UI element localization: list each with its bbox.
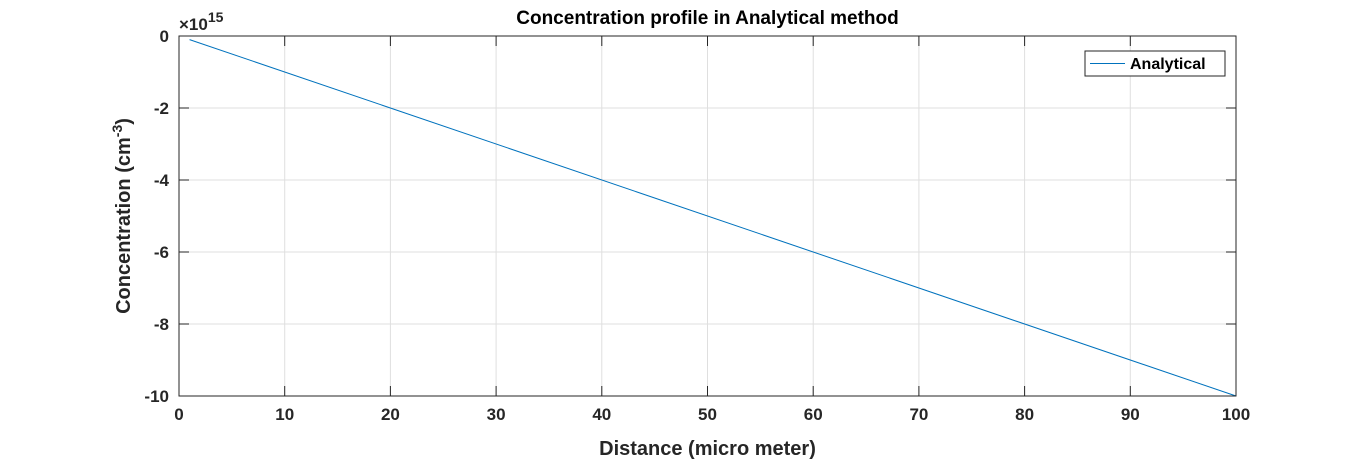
x-tick-label: 0 xyxy=(174,405,183,424)
series-line-analytical xyxy=(189,39,1237,397)
y-axis-label-close: ) xyxy=(113,118,135,125)
x-tick-label: 10 xyxy=(275,405,294,424)
y-tick-label: -10 xyxy=(144,387,169,406)
y-axis-exponent: ×1015 xyxy=(179,9,224,34)
y-axis-label-superscript: -3 xyxy=(109,125,125,138)
y-tick-label: -8 xyxy=(154,315,169,334)
x-axis-label: Distance (micro meter) xyxy=(599,438,816,460)
legend: Analytical xyxy=(1084,50,1226,77)
y-axis-label-main: Concentration (cm xyxy=(113,137,135,314)
legend-label-analytical: Analytical xyxy=(1130,56,1206,73)
x-tick-label: 80 xyxy=(1015,405,1034,424)
x-tick-label: 60 xyxy=(804,405,823,424)
y-axis-exponent-power: 15 xyxy=(208,9,224,25)
y-tick-label: -2 xyxy=(154,99,169,118)
x-tick-label: 90 xyxy=(1121,405,1140,424)
x-tick-label: 50 xyxy=(698,405,717,424)
y-axis-label: Concentration (cm-3) xyxy=(109,118,135,314)
y-tick-label: 0 xyxy=(160,27,169,46)
tick-labels: 0 10 20 30 40 50 60 70 80 90 100 0 -2 -4 -6 -8 -10 xyxy=(144,27,1250,424)
x-tick-label: 20 xyxy=(381,405,400,424)
y-tick-label: -4 xyxy=(154,171,170,190)
chart-title: Concentration profile in Analytical meth… xyxy=(516,8,899,29)
x-tick-label: 30 xyxy=(487,405,506,424)
y-tick-label: -6 xyxy=(154,243,169,262)
ticks xyxy=(178,35,1237,397)
x-tick-label: 40 xyxy=(592,405,611,424)
series-group xyxy=(189,39,1237,397)
x-tick-label: 100 xyxy=(1222,405,1250,424)
y-axis-exponent-prefix: ×10 xyxy=(179,15,208,34)
x-tick-label: 70 xyxy=(909,405,928,424)
